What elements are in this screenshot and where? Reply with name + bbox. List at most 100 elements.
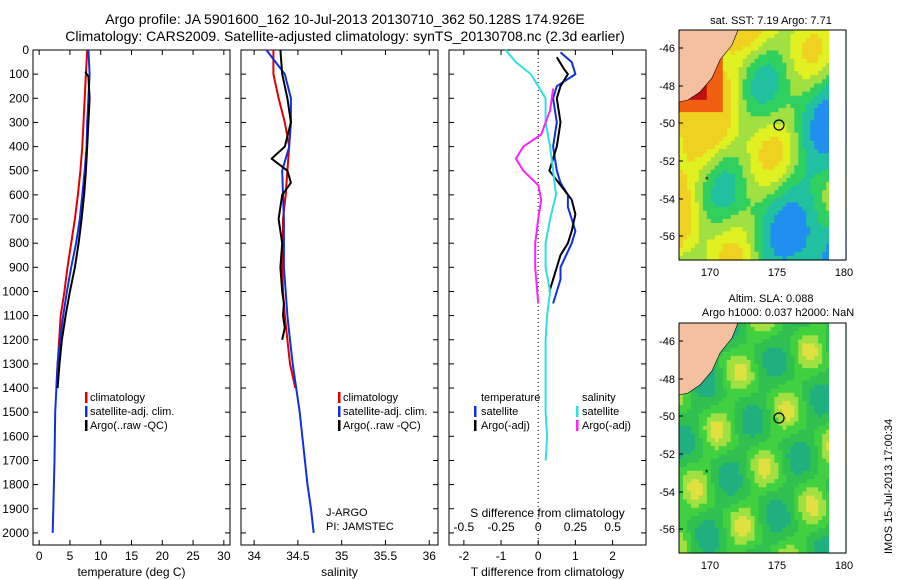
- map-cell: [686, 239, 692, 245]
- map-cell: [750, 186, 756, 191]
- map-cell: [702, 231, 708, 236]
- map-cell: [690, 532, 696, 538]
- map-cell: [738, 169, 744, 175]
- map-cell: [794, 136, 799, 142]
- map-cell: [710, 194, 716, 199]
- map-cell: [750, 34, 756, 39]
- map-cell: [694, 124, 700, 130]
- map-cell: [758, 136, 764, 142]
- map-cell: [686, 401, 692, 406]
- map-cell: [798, 128, 803, 134]
- map-cell: [790, 214, 795, 220]
- map-cell: [786, 206, 791, 212]
- map-cell: [802, 116, 807, 121]
- map-cell: [782, 376, 787, 382]
- map-cell: [690, 247, 696, 253]
- map-cell: [694, 507, 700, 513]
- map-cell: [750, 438, 756, 443]
- map-cell: [782, 243, 787, 249]
- map-cell: [754, 99, 760, 105]
- map-cell: [710, 388, 716, 394]
- map-cell: [762, 487, 768, 492]
- map-cell: [786, 470, 791, 476]
- map-cell: [742, 140, 748, 146]
- map-cell: [682, 173, 688, 179]
- map-cell: [766, 120, 772, 126]
- map-cell: [758, 384, 764, 390]
- map-cell: [702, 479, 708, 484]
- map-cell: [682, 132, 688, 138]
- map-cell: [782, 438, 787, 443]
- map-cell: [714, 140, 720, 146]
- map-cell: [754, 433, 760, 439]
- map-cell: [750, 132, 756, 138]
- map-cell: [734, 479, 740, 484]
- map-cell: [790, 46, 795, 52]
- map-cell: [818, 364, 823, 369]
- map-cell: [810, 429, 815, 435]
- map-cell: [806, 384, 811, 390]
- map-cell: [694, 520, 700, 525]
- map-cell: [686, 161, 692, 167]
- map-cell: [742, 186, 748, 191]
- map-cell: [814, 223, 819, 228]
- map-cell: [774, 380, 780, 386]
- map-cell: [758, 177, 764, 183]
- map-cell: [706, 165, 712, 171]
- map-cell: [798, 79, 803, 84]
- lat-label: -50: [659, 118, 675, 130]
- map-cell: [778, 380, 783, 386]
- map-cell: [682, 425, 688, 431]
- map-cell: [714, 190, 720, 195]
- x-tick-label: 35.5: [374, 549, 398, 563]
- map-cell: [754, 499, 760, 505]
- map-cell: [742, 479, 748, 484]
- map-cell: [762, 140, 768, 146]
- map-cell: [810, 198, 815, 204]
- map-cell: [762, 235, 768, 241]
- map-cell: [750, 169, 756, 175]
- map-cell: [690, 507, 696, 513]
- map-cell: [686, 491, 692, 497]
- map-cell: [682, 396, 688, 402]
- map-cell: [742, 388, 748, 394]
- map-cell: [806, 34, 811, 39]
- map-cell: [746, 169, 752, 175]
- map-cell: [734, 247, 740, 253]
- map-cell: [794, 50, 799, 56]
- map-cell: [794, 206, 799, 212]
- map-cell: [822, 186, 827, 191]
- map-cell: [806, 190, 811, 195]
- map-cell: [786, 177, 791, 183]
- map-cell: [806, 38, 811, 43]
- map-cell: [766, 95, 772, 101]
- map-cell: [786, 42, 791, 48]
- lat-label: -52: [659, 449, 675, 461]
- map-cell: [754, 528, 760, 534]
- map-cell: [766, 323, 772, 328]
- map-cell: [762, 323, 768, 328]
- map-cell: [694, 95, 700, 101]
- map-cell: [802, 247, 807, 253]
- map-cell: [782, 173, 787, 179]
- map-cell: [810, 450, 815, 456]
- map-cell: [742, 157, 748, 163]
- map-cell: [698, 470, 704, 476]
- map-cell: [782, 99, 787, 105]
- map-cell: [690, 548, 696, 554]
- map-cell: [766, 169, 772, 175]
- map-cell: [746, 540, 752, 546]
- map-cell: [702, 140, 708, 146]
- map-cell: [726, 372, 732, 377]
- map-cell: [802, 380, 807, 386]
- map-cell: [762, 210, 768, 216]
- map-cell: [754, 50, 760, 56]
- map-cell: [818, 384, 823, 390]
- map-cell: [722, 536, 728, 542]
- map-cell: [758, 42, 764, 48]
- temperature-panel: 0 5 10 15 20 25 300100200300400500600700800900…: [2, 43, 231, 579]
- map-cell: [754, 520, 760, 525]
- map-cell: [746, 483, 752, 488]
- map-cell: [738, 524, 744, 529]
- map-cell: [778, 58, 783, 64]
